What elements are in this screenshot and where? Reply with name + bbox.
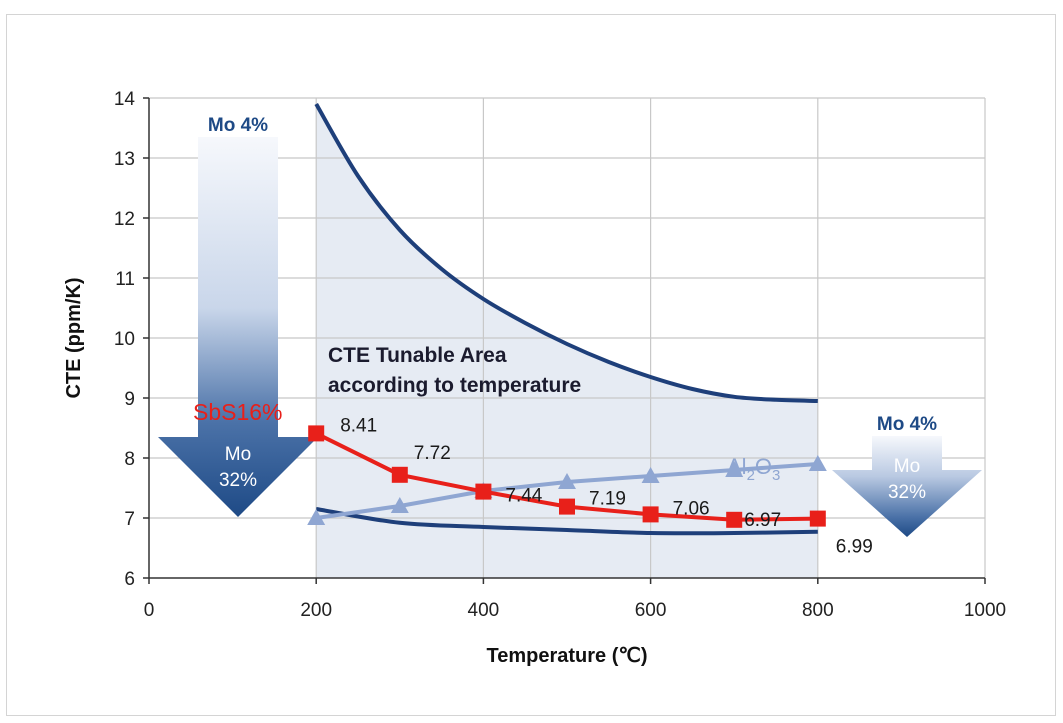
al2o3-point-800	[808, 455, 827, 471]
x-tick-label-600: 600	[635, 600, 667, 621]
sbs16-point-400	[475, 483, 492, 500]
series-markers	[307, 425, 827, 528]
al2o3-point-700	[725, 461, 744, 477]
lower-bound-line	[315, 507, 818, 536]
x-axis-label: Temperature (℃)	[486, 645, 647, 667]
y-axis-label: CTE (ppm/K)	[63, 277, 85, 398]
x-tick-label-0: 0	[144, 600, 155, 621]
sbs16-value-label-200: 8.41	[340, 415, 377, 436]
tunable-area	[316, 104, 818, 578]
al2o3-label-main: Al	[727, 454, 747, 479]
al2o3-point-200	[307, 509, 326, 525]
sbs16-point-500	[559, 498, 575, 515]
x-tick-label-400: 400	[468, 600, 500, 621]
x-tick-label-200: 200	[300, 600, 332, 621]
sbs16-value-label-800: 6.99	[836, 537, 873, 558]
tunable-area-line2: according to temperature	[328, 374, 581, 397]
left-arrow-bottom-label-1: Mo	[225, 444, 251, 465]
tick-labels: 6 7 8 9 10 11 12 13 14 0 200 400 600 800 1000	[114, 89, 1006, 621]
right-arrow-bottom-label-1: Mo	[894, 456, 920, 477]
al2o3-label-sub1: 2	[747, 467, 755, 484]
y-tick-label-6: 6	[124, 569, 135, 590]
sbs16-point-600	[642, 506, 659, 523]
al2o3-label-sub2: 3	[772, 467, 780, 484]
upper-bound-line	[314, 102, 818, 403]
sbs16-point-300	[391, 466, 408, 483]
sbs16-point-200	[308, 425, 325, 442]
y-tick-label-8: 8	[124, 449, 135, 470]
left-arrow-bottom-label-2: 32%	[219, 470, 257, 491]
axes	[143, 97, 986, 584]
left-arrow-shape	[158, 137, 318, 517]
right-arrow-bottom-label-2: 32%	[888, 482, 926, 503]
x-tick-label-800: 800	[802, 600, 834, 621]
sbs16-value-label-500: 7.19	[589, 489, 626, 510]
sbs16-value-label-600: 7.06	[673, 498, 710, 519]
left-arrow-top-label: Mo 4%	[208, 115, 268, 136]
sbs16-value-label-700: 6.97	[744, 510, 781, 531]
right-arrow-shape	[832, 436, 982, 537]
y-tick-label-9: 9	[124, 389, 135, 410]
sbs16-point-800	[809, 510, 826, 527]
y-tick-label-11: 11	[115, 269, 135, 290]
sbs16-value-label-300: 7.72	[414, 443, 451, 464]
y-tick-label-10: 10	[114, 329, 135, 350]
y-tick-label-14: 14	[114, 89, 136, 110]
y-tick-label-7: 7	[124, 509, 135, 530]
tunable-area-line1: CTE Tunable Area	[328, 344, 507, 367]
sbs16-value-label-400: 7.44	[505, 486, 542, 507]
data-labels: 8.41 7.72 7.44 7.19 7.06 6.97 6.99	[340, 415, 873, 557]
y-tick-label-12: 12	[114, 209, 135, 230]
al2o3-point-500	[558, 473, 576, 489]
left-mo-arrow	[158, 137, 318, 517]
x-tick-label-1000: 1000	[964, 600, 1006, 621]
sbs16-series-label: SbS16%	[193, 399, 283, 425]
al2o3-point-600	[641, 467, 660, 483]
al2o3-label-mid: O	[755, 454, 772, 479]
y-tick-label-13: 13	[114, 149, 135, 170]
right-arrow-top-label: Mo 4%	[877, 414, 937, 435]
al2o3-series-label: Al2O3	[727, 454, 780, 484]
al2o3-point-300	[390, 497, 409, 513]
right-mo-arrow	[832, 436, 982, 537]
sbs16-point-700	[726, 511, 743, 528]
